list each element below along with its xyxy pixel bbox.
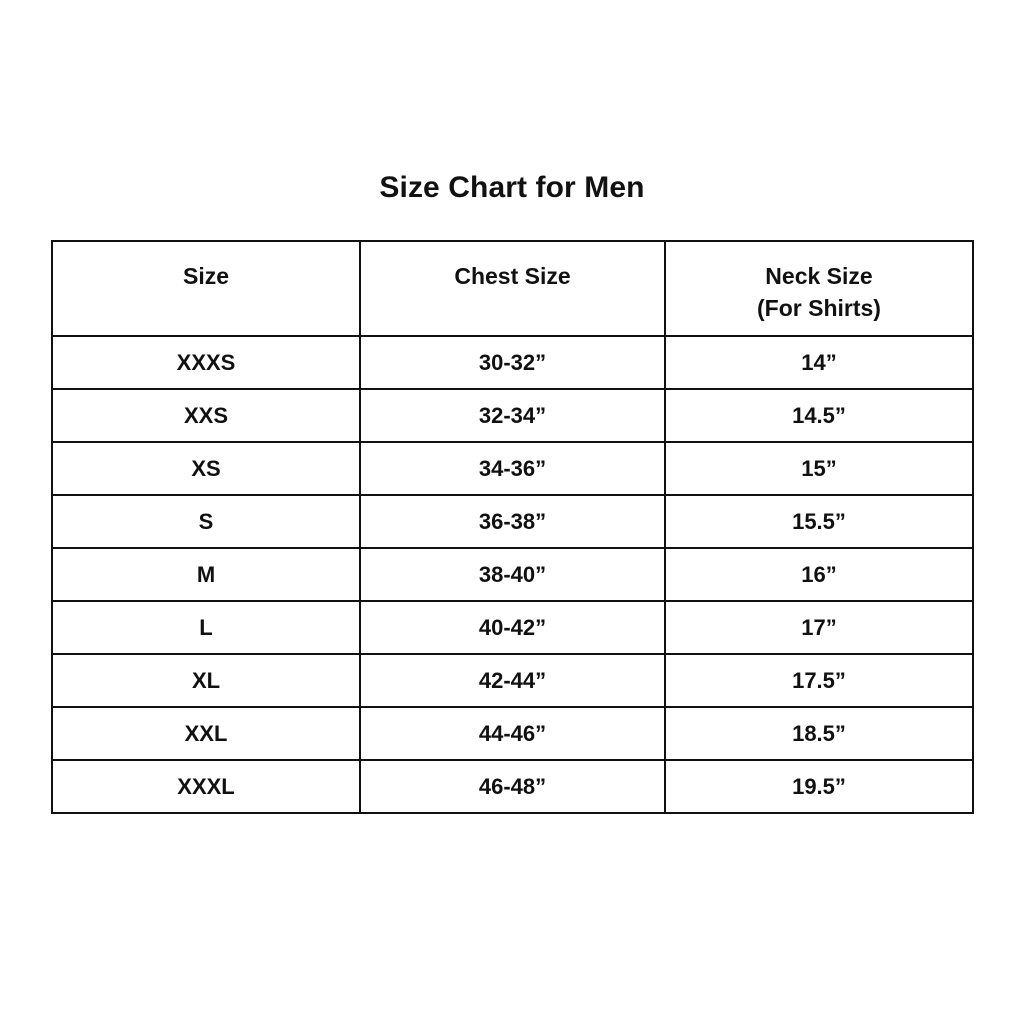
cell-chest-size: 34-36” [359,441,666,496]
column-header-neck: Neck Size (For Shirts) [664,240,974,337]
column-header-neck-sublabel: (For Shirts) [757,295,881,321]
cell-neck-size: 15.5” [664,494,974,549]
table-row: XL 42-44” 17.5” [51,653,974,708]
cell-size: XXXL [51,759,361,814]
cell-neck-size: 16” [664,547,974,602]
column-header-neck-label: Neck Size [765,263,873,289]
table-row: XXL 44-46” 18.5” [51,706,974,761]
table-row: XS 34-36” 15” [51,441,974,496]
cell-neck-size: 14.5” [664,388,974,443]
column-header-size-label: Size [182,263,230,289]
cell-neck-size: 15” [664,441,974,496]
table-body: XXXS 30-32” 14” XXS 32-34” 14.5” XS 34-3… [51,335,974,814]
cell-neck-size: 19.5” [664,759,974,814]
table-row: M 38-40” 16” [51,547,974,602]
column-header-chest-label: Chest Size [454,263,571,289]
table-header-row: Size Chest Size Neck Size (For Shirts) [51,240,974,337]
cell-neck-size: 17.5” [664,653,974,708]
table-row: S 36-38” 15.5” [51,494,974,549]
cell-chest-size: 42-44” [359,653,666,708]
cell-chest-size: 32-34” [359,388,666,443]
cell-size: XXXS [51,335,361,390]
cell-chest-size: 44-46” [359,706,666,761]
table-row: XXS 32-34” 14.5” [51,388,974,443]
cell-size: M [51,547,361,602]
cell-size: XXS [51,388,361,443]
cell-size: XS [51,441,361,496]
cell-chest-size: 38-40” [359,547,666,602]
column-header-chest: Chest Size [359,240,666,337]
table-row: XXXS 30-32” 14” [51,335,974,390]
cell-size: XXL [51,706,361,761]
cell-chest-size: 30-32” [359,335,666,390]
table-row: L 40-42” 17” [51,600,974,655]
cell-size: XL [51,653,361,708]
cell-chest-size: 36-38” [359,494,666,549]
cell-neck-size: 18.5” [664,706,974,761]
cell-chest-size: 40-42” [359,600,666,655]
size-chart-table: Size Chest Size Neck Size (For Shirts) X… [51,240,974,814]
table-row: XXXL 46-48” 19.5” [51,759,974,814]
column-header-size: Size [51,240,361,337]
cell-neck-size: 17” [664,600,974,655]
cell-chest-size: 46-48” [359,759,666,814]
cell-size: S [51,494,361,549]
cell-size: L [51,600,361,655]
page-title: Size Chart for Men [379,171,645,204]
table-header: Size Chest Size Neck Size (For Shirts) [51,240,974,337]
cell-neck-size: 14” [664,335,974,390]
